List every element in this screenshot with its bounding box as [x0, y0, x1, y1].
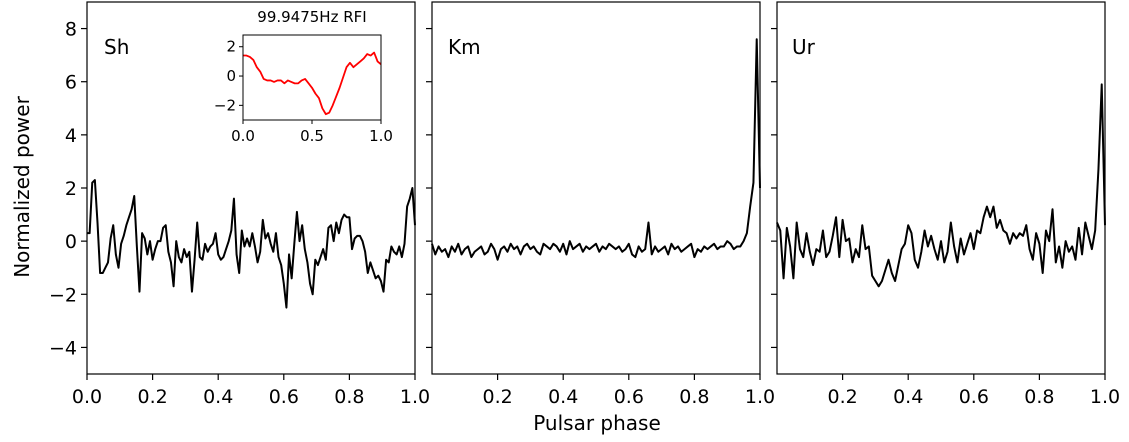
- inset-y-tick-label: 0: [226, 67, 236, 85]
- plot-frame: [776, 1, 1106, 375]
- series-line: [87, 179, 416, 309]
- x-tick-label: 0.8: [334, 386, 364, 408]
- panel-label: Km: [448, 35, 481, 59]
- x-tick-label: 0.8: [679, 386, 709, 408]
- x-tick-label: 0.0: [72, 386, 102, 408]
- x-tick-label: 1.0: [1090, 386, 1120, 408]
- y-tick-label: 8: [65, 19, 77, 41]
- inset-title: 99.9475Hz RFI: [257, 8, 366, 26]
- x-tick-label: 0.6: [959, 386, 989, 408]
- series-line: [431, 38, 761, 261]
- y-tick-label: 0: [65, 231, 77, 253]
- y-tick-label: −4: [49, 337, 77, 359]
- panel-ur: 0.2 0.4 0.6 0.8 1.0 Ur: [771, 1, 1120, 408]
- inset: −2 0 2 0.0 0.5 1.0 99.9475Hz RFI: [214, 8, 393, 145]
- y-tick-label: 2: [65, 178, 77, 200]
- x-tick-label: 1.0: [745, 386, 775, 408]
- inset-x-tick-label: 0.0: [231, 127, 255, 145]
- inset-y-tick-label: −2: [214, 96, 236, 114]
- series-line: [776, 83, 1106, 288]
- plot-frame: [431, 1, 761, 375]
- y-tick-label: 4: [65, 125, 77, 147]
- inset-background: [243, 35, 381, 120]
- panel-km: 0.2 0.4 0.6 0.8 1.0 Km: [426, 1, 775, 408]
- panel-label: Ur: [792, 35, 816, 59]
- x-axis-label: Pulsar phase: [533, 411, 661, 435]
- y-tick-label: −2: [49, 284, 77, 306]
- x-tick-label: 0.6: [269, 386, 299, 408]
- panel-sh: −4 −2 0 2 4 6 8 0.0 0.2 0.4 0.6 0.8 1.0 Sh −2 0 2 0.0 0.5 1…: [49, 1, 430, 408]
- x-tick-label: 0.8: [1024, 386, 1054, 408]
- x-tick-label: 0.4: [203, 386, 233, 408]
- x-tick-label: 0.4: [548, 386, 578, 408]
- panel-label: Sh: [104, 35, 129, 59]
- x-tick-label: 0.2: [482, 386, 512, 408]
- y-tick-label: 6: [65, 72, 77, 94]
- inset-y-tick-label: 2: [226, 38, 236, 56]
- inset-x-tick-label: 0.5: [300, 127, 324, 145]
- x-tick-label: 0.6: [614, 386, 644, 408]
- x-tick-label: 0.2: [827, 386, 857, 408]
- inset-x-tick-label: 1.0: [369, 127, 393, 145]
- inset-series-line: [243, 51, 382, 116]
- x-tick-label: 0.2: [137, 386, 167, 408]
- x-tick-label: 0.4: [893, 386, 923, 408]
- x-tick-label: 1.0: [400, 386, 430, 408]
- y-axis-label: Normalized power: [10, 95, 34, 277]
